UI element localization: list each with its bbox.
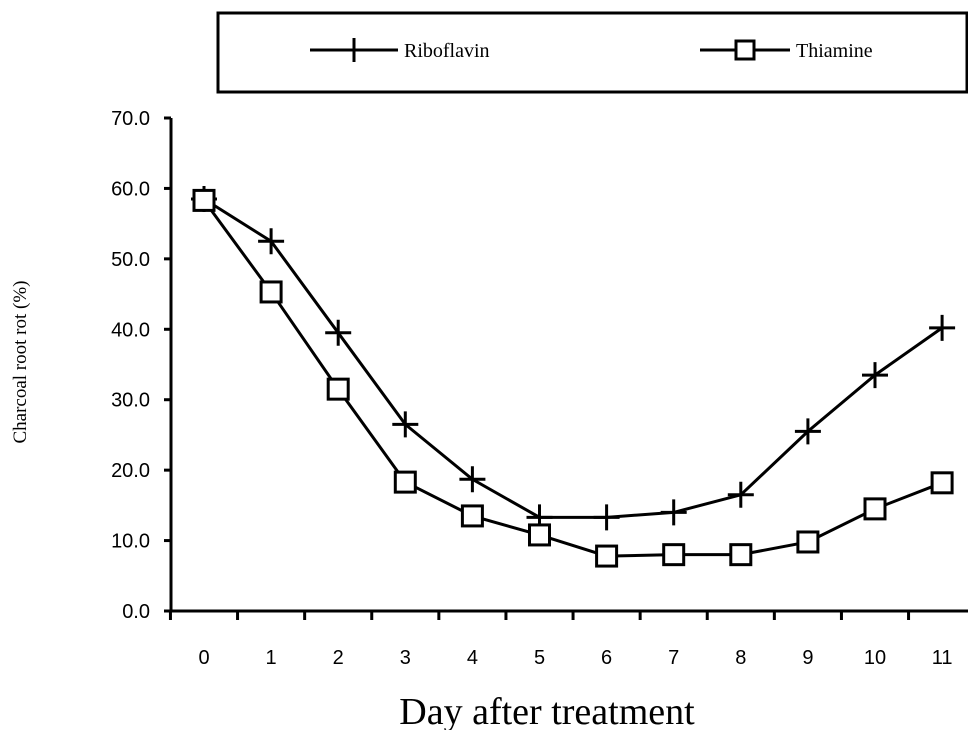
data-point-square [595,544,619,568]
axes [169,118,968,613]
x-tick-label: 4 [467,647,478,669]
data-point-square [796,530,820,554]
data-point-plus [794,418,821,445]
legend-item-thiamine: Thiamine [700,39,873,62]
series-riboflavin [191,185,956,531]
legend-label-riboflavin: Riboflavin [404,40,490,62]
series-thiamine [192,188,954,568]
x-tick-label: 0 [198,647,209,669]
x-tick-label: 8 [735,647,746,669]
y-tick-label: 10.0 [111,531,150,553]
x-ticks: 0 1 2 3 4 5 6 7 8 9 10 11 [168,611,953,669]
y-tick-label: 20.0 [111,460,150,482]
legend-label-thiamine: Thiamine [796,40,873,62]
y-ticks: 0.0 10.0 20.0 30.0 40.0 50.0 60.0 70.0 [111,108,171,623]
data-point-plus [660,499,687,526]
x-tick-label: 9 [802,647,813,669]
x-tick-label: 2 [333,647,344,669]
x-tick-label: 10 [864,647,886,669]
data-point-square [460,504,484,528]
data-point-square [393,470,417,494]
data-point-plus [459,466,486,493]
x-tick-label: 1 [266,647,277,669]
data-point-plus [862,362,888,389]
data-point-square [528,523,551,547]
y-tick-label: 50.0 [111,249,150,271]
data-point-square [863,497,887,521]
x-tick-label: 5 [534,647,545,669]
x-tick-label: 3 [400,647,411,669]
series-layer [191,185,956,568]
legend-riboflavin-plus-icon [342,38,366,62]
data-point-plus [593,504,620,531]
y-tick-label: 70.0 [111,108,150,130]
data-point-plus [727,481,754,508]
data-point-plus [258,228,285,255]
legend-box [216,11,968,94]
data-point-square [326,377,350,401]
x-tick-label: 7 [668,647,679,669]
legend-thiamine-square-icon [734,39,756,61]
legend-item-riboflavin: Riboflavin [310,38,490,62]
data-point-plus [929,314,956,341]
y-tick-label: 60.0 [111,178,150,200]
x-tick-label: 6 [601,647,612,669]
series-line-riboflavin [203,197,943,519]
data-point-plus [325,319,352,346]
series-line-thiamine [202,199,943,558]
data-point-square [192,188,216,212]
y-tick-label: 0.0 [122,601,150,623]
data-point-plus [392,411,419,438]
x-tick-label: 11 [932,647,953,669]
data-point-square [930,471,954,495]
data-point-square [662,543,686,567]
y-tick-label: 30.0 [111,390,150,412]
data-point-square [259,280,283,304]
y-axis-label: Charcoal root rot (%) [10,280,31,443]
data-point-square [729,543,753,567]
y-tick-label: 40.0 [111,319,150,341]
x-axis-label: Day after treatment [399,691,695,730]
legend: Riboflavin Thiamine [216,11,968,94]
